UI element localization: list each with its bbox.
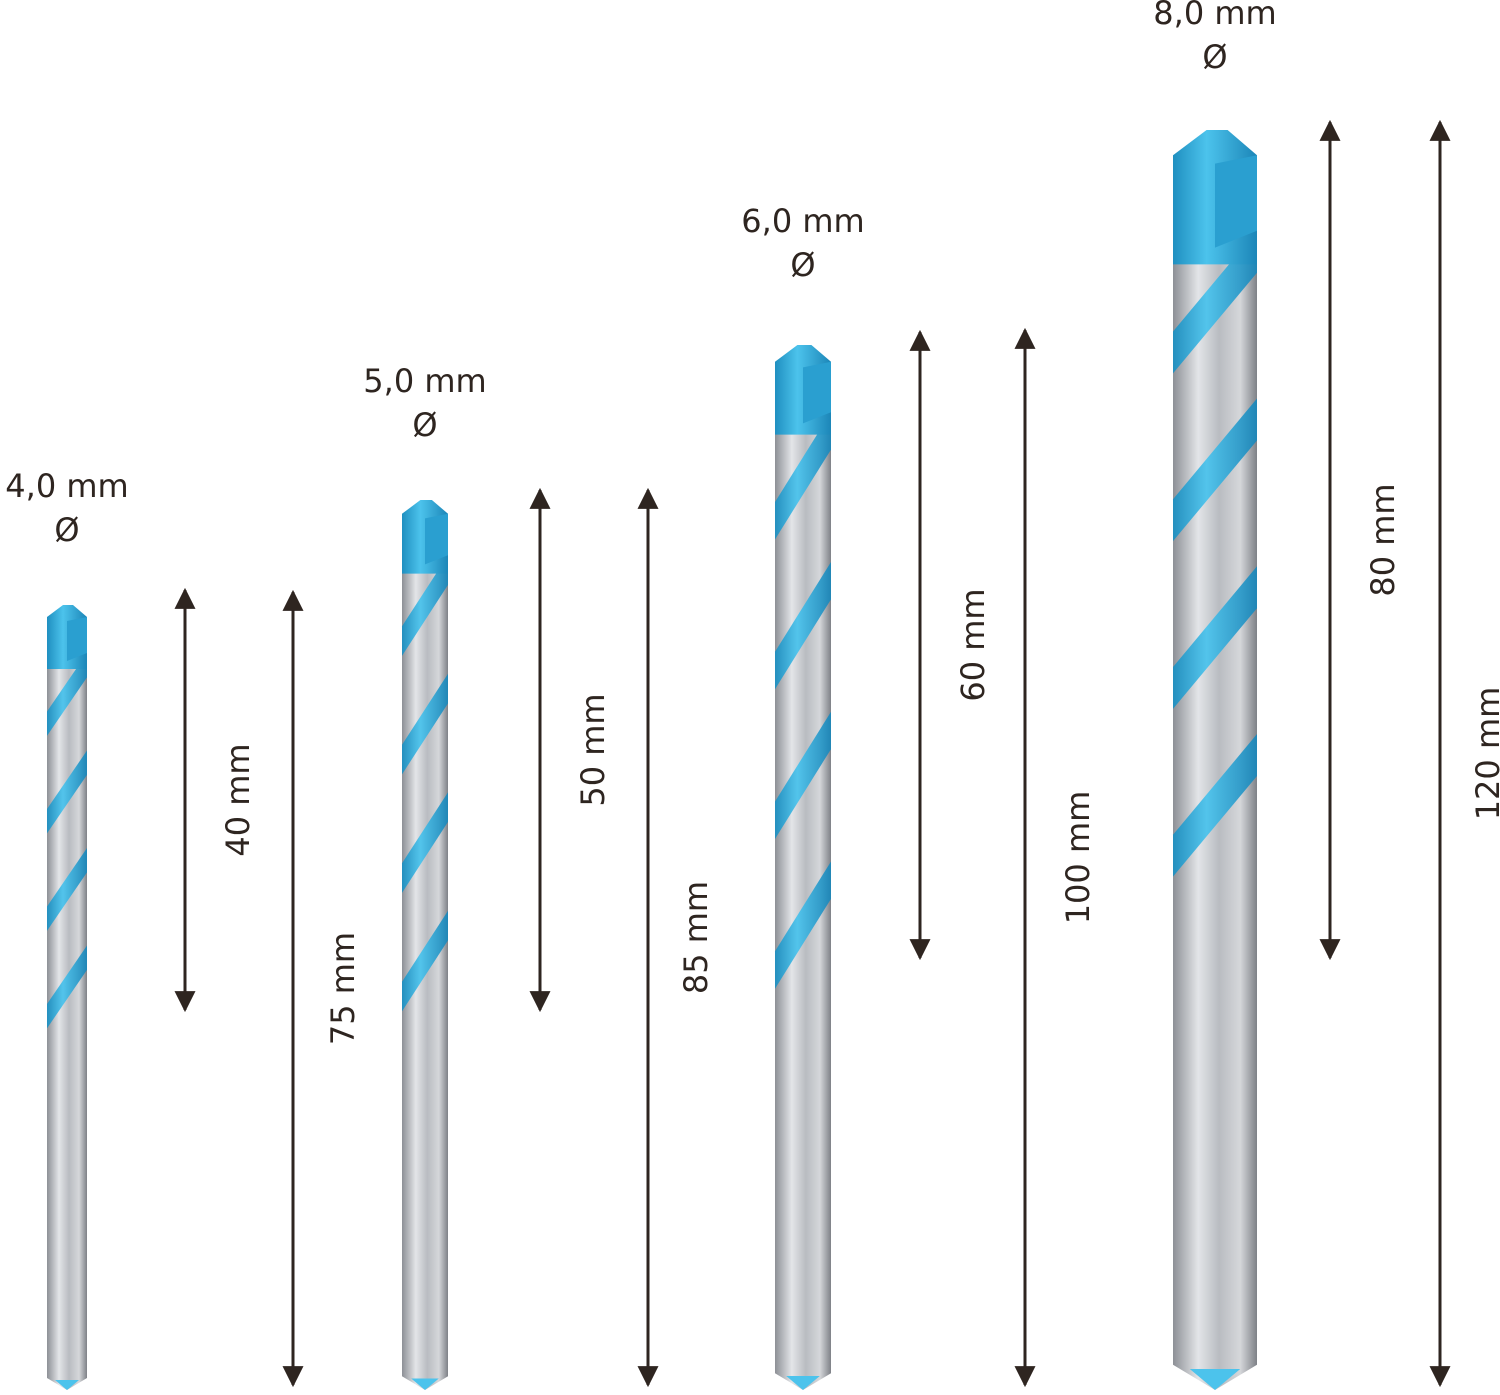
drill-bit [402,500,448,1390]
drill-flute [1173,398,1257,542]
drill-flute [775,561,831,690]
drill-bit [47,605,87,1390]
drill-flute [47,750,87,834]
total-length-label: 100 mm [1059,791,1097,925]
drill-flute [775,861,831,989]
working-length-label: 60 mm [954,588,992,701]
drill-flute [402,910,448,1012]
drill-shank [47,641,87,1390]
diameter-label: 6,0 mm [741,202,864,240]
drill-flute [1173,230,1257,374]
drill-tip-edge [1215,155,1257,248]
drill-end [411,1378,439,1390]
drill-flute [1173,734,1257,877]
diameter-symbol: Ø [412,406,437,444]
diameter-symbol: Ø [1202,38,1227,76]
diameter-symbol: Ø [790,246,815,284]
drill-flute [47,653,87,736]
drill-end [55,1380,79,1390]
drill-end [786,1376,820,1390]
drill-flute [402,792,448,893]
drill-flute [775,412,831,540]
drill-tip-edge [425,513,448,565]
total-length-label: 85 mm [677,881,715,994]
drill-flute [47,848,87,931]
drill-flute [47,945,87,1029]
drill-flute [1173,566,1257,709]
working-length-label: 80 mm [1364,483,1402,596]
drill-bit [775,345,831,1390]
drill-tip-edge [803,361,831,424]
diameter-symbol: Ø [54,511,79,549]
drill-end [1189,1369,1241,1390]
diameter-label: 4,0 mm [5,467,128,505]
drill-flute [402,673,448,775]
drill-bit [1173,130,1257,1391]
working-length-label: 40 mm [219,743,257,856]
diameter-label: 5,0 mm [363,362,486,400]
working-length-label: 50 mm [574,693,612,806]
drill-flute [402,555,448,656]
total-length-label: 120 mm [1469,687,1500,821]
drill-tip-edge [67,617,87,661]
drill-flute [775,711,831,839]
total-length-label: 75 mm [324,932,362,1045]
diameter-label: 8,0 mm [1153,0,1276,32]
